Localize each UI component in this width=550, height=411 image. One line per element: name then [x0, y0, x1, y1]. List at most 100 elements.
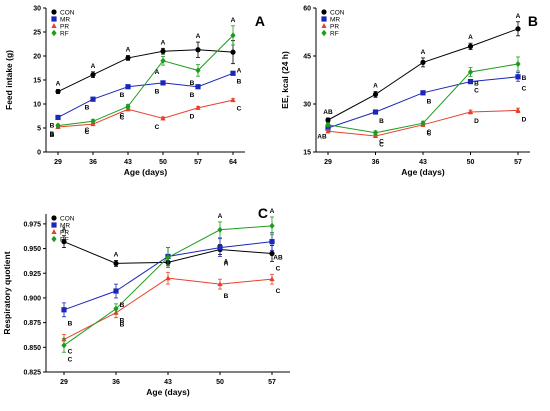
x-tick-label: 57	[194, 159, 202, 166]
data-point	[217, 244, 223, 251]
data-point	[325, 117, 331, 123]
data-point	[515, 107, 521, 113]
data-point	[230, 70, 236, 76]
data-point	[269, 250, 275, 257]
legend-marker	[51, 9, 57, 15]
data-point	[113, 260, 119, 266]
data-point	[160, 115, 166, 121]
significance-letter: A	[62, 227, 67, 234]
x-tick-label: 57	[514, 159, 522, 166]
significance-letter: C	[522, 85, 527, 92]
significance-letter: C	[120, 115, 125, 122]
series-rf	[61, 216, 275, 353]
y-tick-label: 0.900	[23, 295, 41, 302]
x-tick-label: 64	[229, 159, 237, 166]
data-point	[195, 84, 201, 90]
data-point	[217, 281, 223, 287]
legend-marker	[321, 23, 327, 28]
legend-item: RF	[51, 235, 69, 243]
y-tick-label: 15	[303, 150, 311, 157]
significance-letter: A	[126, 47, 131, 54]
data-point	[160, 57, 166, 64]
legend-label: RF	[60, 236, 69, 243]
data-point	[125, 84, 131, 90]
legend-marker	[51, 29, 57, 37]
legend-label: RF	[330, 30, 339, 37]
data-point	[165, 275, 171, 281]
legend-item: MR	[321, 16, 340, 23]
data-point	[125, 55, 131, 61]
data-point	[165, 254, 171, 261]
y-tick-label: 0.950	[23, 246, 41, 253]
data-point	[61, 239, 67, 245]
data-point	[90, 118, 96, 125]
significance-letter: B	[120, 302, 125, 309]
significance-letter: A	[373, 83, 378, 90]
data-point	[467, 43, 474, 50]
significance-letter: B	[190, 92, 195, 99]
y-tick-label: 30	[33, 6, 41, 13]
panel-b: 15 30 45 60 29 36 43 50 57 Age (days) EE, kcal (24…	[280, 6, 538, 178]
y-tick-label: 0.975	[23, 221, 41, 228]
legend-item: PR	[51, 23, 69, 30]
data-point	[467, 109, 474, 114]
significance-letter: B	[50, 122, 55, 129]
legend-label: CON	[60, 215, 75, 222]
data-point	[195, 47, 201, 53]
data-point	[195, 104, 201, 110]
legend-item: PR	[51, 229, 69, 236]
legend-item: MR	[51, 16, 70, 23]
panel-a: 0 5 10 15 20 25 30 29 36 43 50 57 64 Age (days) Feed i…	[4, 6, 265, 178]
significance-letter: D	[522, 117, 527, 124]
x-tick-label: 36	[372, 159, 380, 166]
x-tick-label: 50	[159, 159, 167, 166]
significance-letter: C	[276, 265, 281, 272]
series-con	[325, 21, 521, 123]
significance-letter: B	[190, 80, 195, 87]
data-point	[372, 129, 379, 136]
y-tick-label: 0.875	[23, 320, 41, 327]
data-point	[90, 96, 96, 102]
data-point	[160, 80, 166, 86]
significance-letter: C	[427, 129, 432, 136]
series-con	[55, 40, 236, 95]
significance-letter: C	[474, 88, 479, 95]
y-tick-label: 45	[303, 54, 311, 61]
significance-letter: B	[237, 79, 242, 86]
panel-letter: A	[255, 13, 265, 29]
data-point	[125, 103, 131, 110]
significance-letter: AB	[273, 255, 283, 262]
data-point	[325, 128, 331, 134]
y-tick-label: 5	[37, 126, 41, 133]
y-axis-title: EE, kcal (24 h)	[280, 51, 290, 109]
series-rf	[55, 25, 236, 129]
legend-item: CON	[51, 9, 75, 16]
data-point	[269, 239, 275, 245]
legend-marker	[51, 222, 57, 228]
significance-letter: D	[190, 113, 195, 120]
significance-letter: B	[50, 132, 55, 139]
y-tick-label: 15	[33, 78, 41, 85]
significance-letter: B	[155, 88, 160, 95]
x-tick-label: 43	[419, 159, 427, 166]
data-point	[113, 305, 119, 312]
y-tick-label: 0.825	[23, 370, 41, 377]
series-line	[57, 49, 234, 92]
data-point	[61, 342, 67, 349]
legend-label: CON	[330, 9, 345, 16]
data-point	[55, 122, 61, 129]
legend-label: MR	[60, 16, 70, 23]
significance-letter: A	[91, 63, 96, 70]
y-tick-label: 25	[33, 30, 41, 37]
legend-item: RF	[321, 29, 339, 37]
series-pr	[55, 97, 236, 130]
y-axis-title: Feed intake (g)	[4, 50, 14, 110]
data-point	[467, 68, 474, 76]
data-point	[195, 67, 201, 74]
legend-label: PR	[330, 23, 339, 30]
series-mr	[55, 70, 236, 121]
significance-letter: AB	[317, 134, 327, 141]
